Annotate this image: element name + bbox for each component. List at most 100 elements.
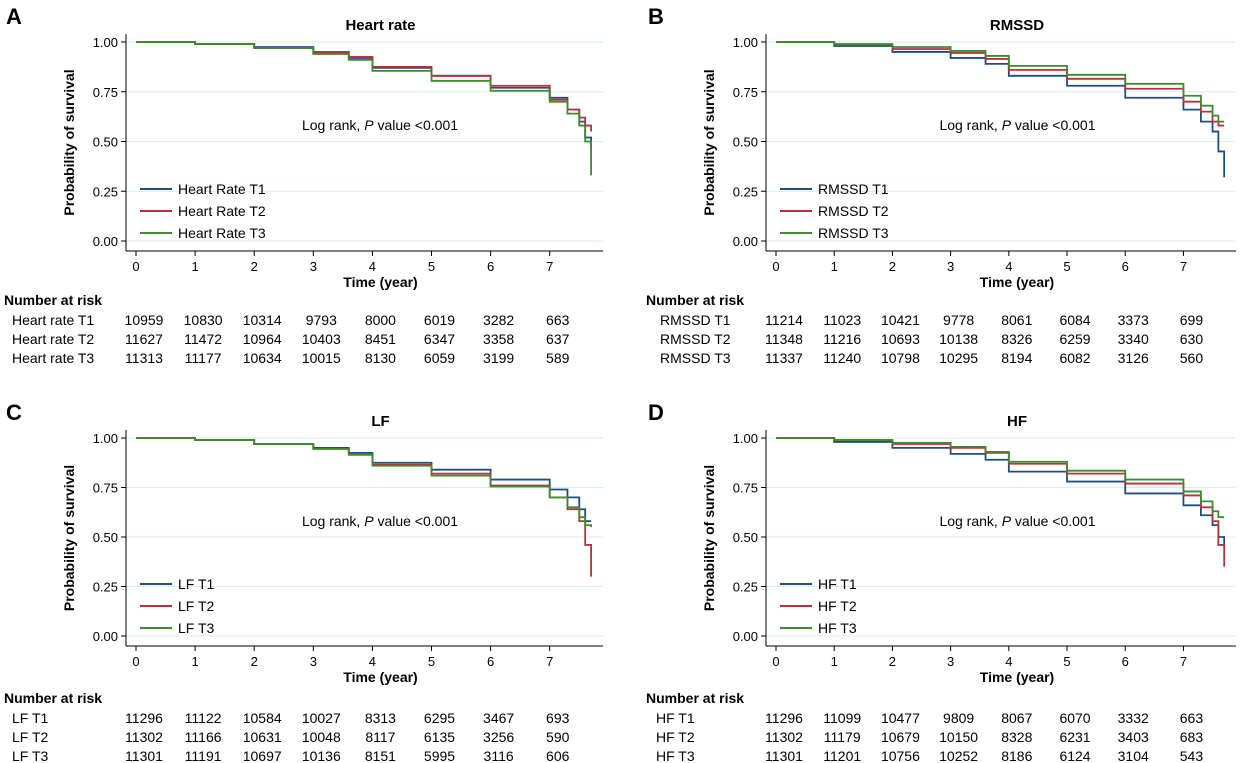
risk-row-label: RMSSD T3 <box>660 350 731 366</box>
risk-value: 3358 <box>483 331 514 347</box>
risk-value: 543 <box>1180 748 1204 763</box>
y-tick-label: 0.50 <box>93 530 118 545</box>
risk-value: 8000 <box>365 312 396 328</box>
risk-value: 6135 <box>424 729 455 745</box>
risk-value: 11166 <box>185 729 222 745</box>
x-tick-label: 3 <box>310 654 317 669</box>
risk-table-header: Number at risk <box>4 292 102 308</box>
risk-value: 10252 <box>939 748 978 763</box>
risk-value: 11214 <box>765 312 803 328</box>
x-tick-label: 6 <box>1122 654 1129 669</box>
legend-label: Heart Rate T3 <box>178 225 266 241</box>
risk-value: 560 <box>1180 350 1204 366</box>
legend-label: HF T3 <box>818 620 857 636</box>
y-tick-label: 1.00 <box>93 35 118 50</box>
risk-value: 10697 <box>243 748 282 763</box>
x-axis-label: Time (year) <box>980 274 1054 290</box>
risk-value: 10679 <box>881 729 920 745</box>
risk-value: 10634 <box>243 350 282 366</box>
risk-value: 10136 <box>302 748 341 763</box>
risk-row-label: Heart rate T1 <box>12 312 94 328</box>
risk-value: 10314 <box>243 312 282 328</box>
logrank-annotation: Log rank, P value <0.001 <box>302 513 458 529</box>
risk-value: 11177 <box>185 350 222 366</box>
risk-value: 11023 <box>823 312 861 328</box>
x-tick-label: 4 <box>1005 259 1012 274</box>
chart-title: Heart rate <box>345 17 415 34</box>
risk-value: 637 <box>546 331 570 347</box>
risk-value: 8194 <box>1001 350 1032 366</box>
series-line-t3 <box>776 437 1225 519</box>
risk-table-header: Number at risk <box>4 690 102 706</box>
risk-value: 11296 <box>765 710 803 726</box>
risk-value: 3467 <box>483 710 514 726</box>
legend-label: RMSSD T3 <box>818 225 889 241</box>
x-tick-label: 5 <box>1063 654 1070 669</box>
y-axis-label: Probability of survival <box>61 465 77 611</box>
risk-value: 606 <box>546 748 570 763</box>
risk-value: 9793 <box>306 312 337 328</box>
risk-value: 3116 <box>484 748 514 763</box>
risk-value: 8061 <box>1001 312 1032 328</box>
legend-label: Heart Rate T1 <box>178 181 266 197</box>
y-tick-label: 0.00 <box>93 234 118 249</box>
series-line-t3 <box>136 41 592 176</box>
risk-value: 11627 <box>125 331 163 347</box>
x-tick-label: 6 <box>487 654 494 669</box>
risk-row-label: LF T3 <box>12 748 49 763</box>
logrank-annotation: Log rank, P value <0.001 <box>302 117 458 133</box>
risk-value: 11179 <box>824 729 861 745</box>
risk-value: 3373 <box>1118 312 1149 328</box>
y-tick-label: 0.25 <box>93 184 118 199</box>
risk-value: 3332 <box>1118 710 1149 726</box>
legend-label: HF T1 <box>818 576 857 592</box>
panel-C: C LF 1.00 0.75 0.50 0.25 0.00 0 1 2 3 4 5 6 7 Time (yea… <box>4 400 603 763</box>
legend-label: HF T2 <box>818 598 857 614</box>
series-line-t1 <box>776 41 1226 178</box>
risk-row-label: Heart rate T3 <box>12 350 94 366</box>
x-tick-label: 1 <box>831 259 838 274</box>
risk-value: 10959 <box>125 312 164 328</box>
risk-value: 6259 <box>1059 331 1090 347</box>
risk-row-label: RMSSD T2 <box>660 331 731 347</box>
risk-value: 6124 <box>1059 748 1090 763</box>
x-tick-label: 3 <box>947 654 954 669</box>
legend-label: LF T3 <box>178 620 215 636</box>
risk-value: 6295 <box>424 710 455 726</box>
risk-row-label: HF T3 <box>656 748 695 763</box>
y-tick-label: 0.50 <box>733 135 758 150</box>
legend-label: RMSSD T1 <box>818 181 889 197</box>
risk-value: 11240 <box>823 350 861 366</box>
logrank-annotation: Log rank, P value <0.001 <box>939 513 1095 529</box>
risk-value: 8451 <box>365 331 396 347</box>
x-tick-label: 6 <box>1122 259 1129 274</box>
risk-value: 6019 <box>424 312 455 328</box>
x-tick-label: 4 <box>369 654 376 669</box>
x-tick-label: 0 <box>132 654 139 669</box>
x-axis-label: Time (year) <box>980 669 1054 685</box>
risk-value: 11302 <box>765 729 803 745</box>
risk-value: 8151 <box>365 748 396 763</box>
y-axis-label: Probability of survival <box>701 69 717 215</box>
risk-value: 11313 <box>125 350 163 366</box>
risk-value: 8067 <box>1001 710 1032 726</box>
chart-title: LF <box>371 413 389 430</box>
series-line-t3 <box>136 437 592 528</box>
risk-value: 8117 <box>365 729 395 745</box>
y-axis-label: Probability of survival <box>61 69 77 215</box>
risk-value: 11122 <box>185 710 222 726</box>
series-line-t2 <box>136 437 592 577</box>
risk-value: 10798 <box>881 350 920 366</box>
x-tick-label: 2 <box>251 259 258 274</box>
risk-value: 663 <box>1180 710 1204 726</box>
x-tick-label: 1 <box>831 654 838 669</box>
panel-letter: C <box>6 400 22 425</box>
x-tick-label: 4 <box>369 259 376 274</box>
x-tick-label: 7 <box>546 259 553 274</box>
risk-value: 10295 <box>939 350 978 366</box>
y-tick-label: 0.50 <box>93 135 118 150</box>
risk-value: 10015 <box>302 350 341 366</box>
y-tick-label: 0.75 <box>93 85 118 100</box>
y-axis-label: Probability of survival <box>701 465 717 611</box>
y-tick-label: 0.00 <box>93 629 118 644</box>
